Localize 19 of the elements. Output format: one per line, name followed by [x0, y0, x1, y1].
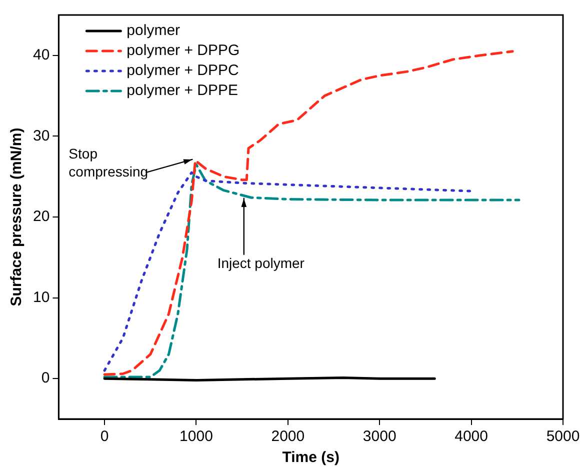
legend-label: polymer + DPPE [126, 82, 238, 100]
x-tick-label: 1000 [180, 428, 213, 446]
y-tick-label: 40 [32, 46, 50, 64]
annotation: Inject polymer [217, 255, 305, 272]
y-tick-label: 0 [41, 370, 50, 387]
x-tick-label: 0 [100, 428, 109, 446]
legend-label: polymer + DPPG [126, 42, 240, 60]
x-tick-label: 3000 [362, 428, 396, 446]
x-tick-label: 2000 [271, 428, 305, 446]
legend-label: polymer [126, 22, 180, 40]
y-tick-label: 20 [32, 208, 50, 226]
y-tick-label: 30 [32, 127, 50, 144]
x-tick-label: 4000 [454, 428, 488, 446]
annotation: Stop compressing [68, 145, 148, 180]
x-axis-title: Time (s) [282, 449, 340, 466]
x-tick-label: 5000 [546, 428, 580, 446]
y-axis-title: Surface pressure (mN/m) [8, 128, 26, 306]
y-tick-label: 10 [32, 288, 50, 306]
legend-label: polymer + DPPC [126, 62, 239, 80]
